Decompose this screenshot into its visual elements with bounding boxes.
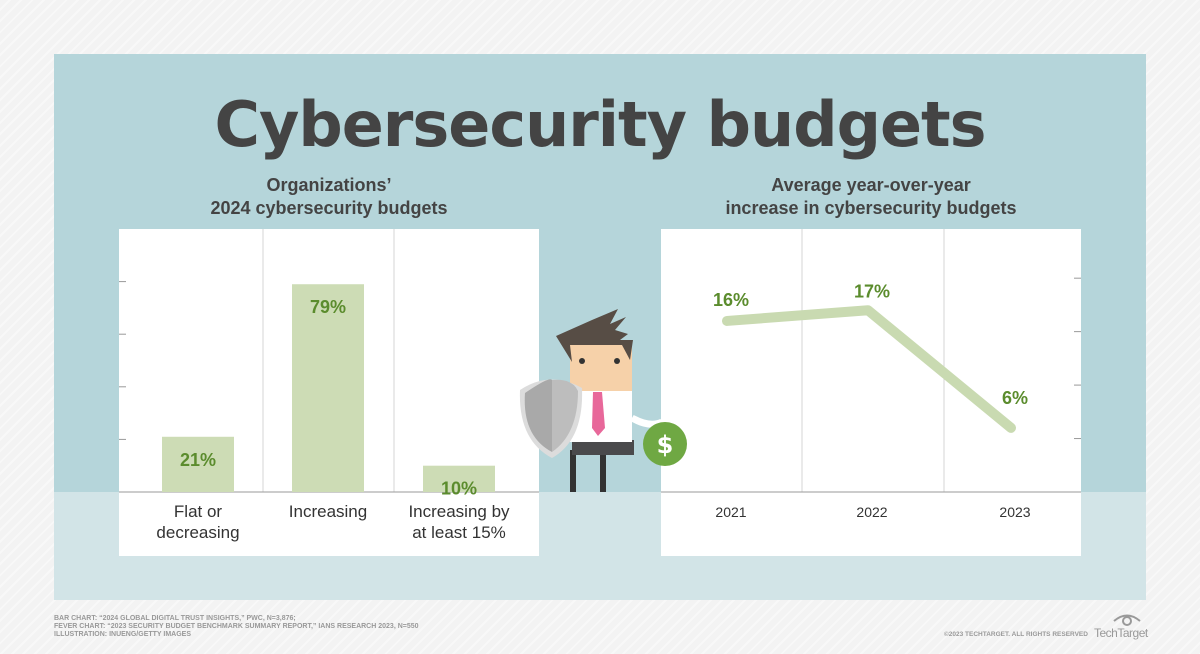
bar — [423, 465, 495, 492]
x-tick-label: 2021 — [715, 504, 746, 520]
line-chart-title: Average year-over-year increase in cyber… — [661, 174, 1081, 220]
tie — [592, 392, 605, 436]
line-chart-title-line: Average year-over-year — [771, 175, 971, 195]
eye-icon — [1113, 614, 1141, 626]
page-title: Cybersecurity budgets — [214, 88, 986, 161]
bar-chart-title-line: 2024 cybersecurity budgets — [210, 198, 448, 218]
bar-chart-title-line: Organizations’ — [266, 175, 392, 195]
techtarget-logo: TechTarget — [1094, 614, 1148, 640]
source-line: ILLUSTRATION: INUENG/GETTY IMAGES — [54, 631, 192, 638]
bar-chart-title: Organizations’ 2024 cybersecurity budget… — [119, 174, 539, 220]
bar-chart-svg: 21% Flat or decreasing 79% Increasing 10% Incr… — [119, 229, 539, 542]
bar-chart: 21% Flat or decreasing 79% Increasing 10% Incr… — [119, 229, 539, 556]
data-label: 6% — [1002, 388, 1028, 408]
data-label: 10% — [441, 479, 477, 499]
data-label: 79% — [310, 297, 346, 317]
source-line: FEVER CHART: “2023 SECURITY BUDGET BENCH… — [54, 623, 419, 630]
category-label: Increasing — [289, 502, 367, 521]
data-label: 21% — [180, 450, 216, 470]
leg — [570, 450, 576, 492]
svg-text:$: $ — [657, 431, 674, 459]
source-line: BAR CHART: “2024 GLOBAL DIGITAL TRUST IN… — [54, 615, 296, 622]
category-label: Flat or — [174, 502, 223, 521]
leg — [600, 450, 606, 492]
category-label: Increasing by — [408, 502, 510, 521]
face — [570, 345, 632, 391]
series-line — [722, 305, 1016, 433]
data-label: 16% — [713, 290, 749, 310]
x-tick-label: 2022 — [856, 504, 887, 520]
money-bag — [643, 422, 687, 466]
bar — [292, 284, 364, 492]
line-chart-title-line: increase in cybersecurity budgets — [725, 198, 1017, 218]
hair — [556, 309, 633, 362]
bar — [162, 436, 234, 492]
line-chart: 16% 2021 17% 2022 6% 2023 — [661, 229, 1081, 556]
data-label: 17% — [854, 281, 890, 301]
businessman-illustration: $ — [519, 309, 687, 492]
copyright: ©2023 TECHTARGET. ALL RIGHTS RESERVED — [944, 631, 1088, 638]
source-notes: BAR CHART: “2024 GLOBAL DIGITAL TRUST IN… — [54, 615, 419, 639]
logo-text: TechTarget — [1094, 626, 1148, 640]
category-label: at least 15% — [412, 523, 506, 542]
x-tick-label: 2023 — [999, 504, 1030, 520]
trousers — [572, 440, 634, 455]
line-chart-svg: 16% 2021 17% 2022 6% 2023 — [661, 229, 1081, 520]
category-label: decreasing — [156, 523, 239, 542]
